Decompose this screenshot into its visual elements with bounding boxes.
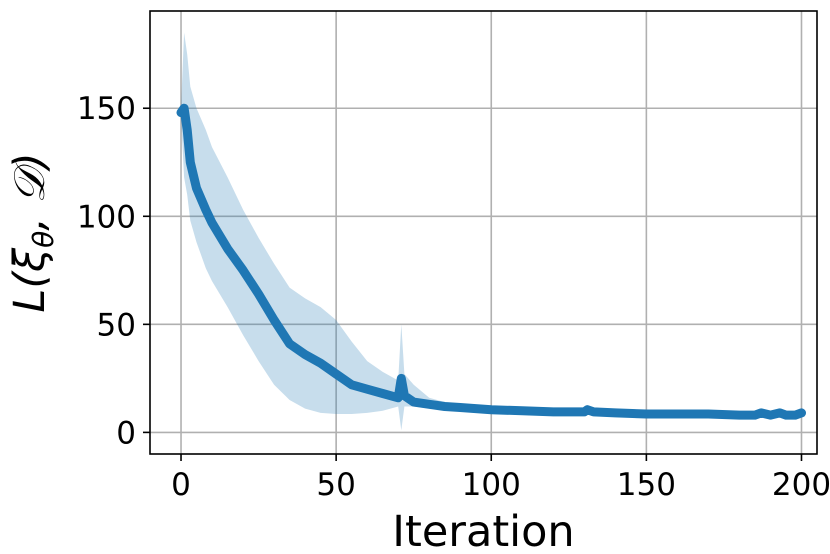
confidence-band (181, 32, 802, 431)
y-tick-label: 150 (77, 91, 136, 127)
x-tick-label: 0 (171, 467, 191, 503)
y-axis-title: L(ξθ, 𝒟) (5, 152, 60, 312)
y-tick-label: 100 (77, 199, 136, 235)
x-tick-label: 100 (462, 467, 521, 503)
confidence-band-layer (181, 32, 802, 431)
y-axis-title-subscript: θ (27, 231, 60, 248)
y-axis-ticks: 0 50 100 150 (77, 91, 150, 451)
x-axis-ticks: 0 50 100 150 200 (171, 454, 830, 503)
loss-line-layer (176, 103, 806, 420)
x-tick-label: 200 (772, 467, 830, 503)
grid-lines (150, 11, 817, 454)
x-tick-label: 50 (316, 467, 355, 503)
plot-area-frame (149, 10, 818, 455)
y-tick-label: 0 (116, 415, 136, 451)
y-axis-title-main: L(ξ (5, 247, 55, 313)
x-axis-title: Iteration (392, 507, 574, 554)
loss-mean-line (176, 103, 806, 420)
y-tick-label: 50 (97, 307, 136, 343)
y-axis-title-rest: , 𝒟) (5, 152, 55, 230)
x-tick-label: 150 (617, 467, 676, 503)
